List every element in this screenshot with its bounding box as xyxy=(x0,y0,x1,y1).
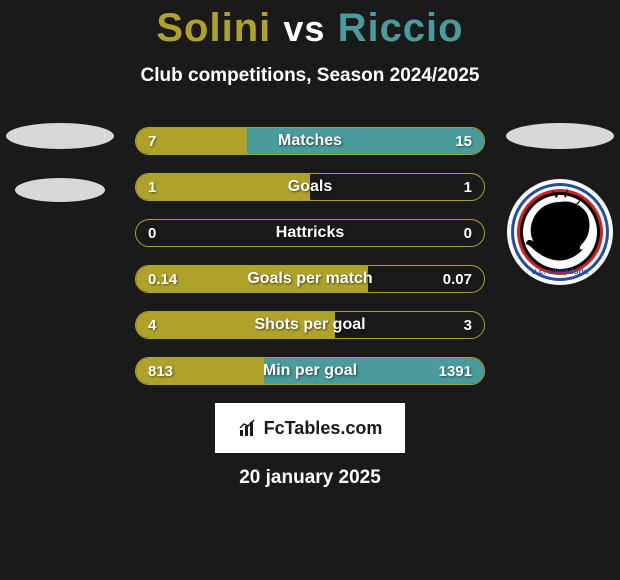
stat-row: 0.14 0.07 Goals per match xyxy=(135,265,485,293)
stat-fill-left xyxy=(136,174,310,200)
stats-chart: 7 15 Matches 1 1 Goals 0 0 Hattricks 0.14 0.07 Goal… xyxy=(135,127,485,385)
stat-value-right: 0 xyxy=(464,225,472,242)
date-text: 20 january 2025 xyxy=(0,467,620,489)
stat-label: Goals xyxy=(288,178,332,196)
stat-value-left: 0 xyxy=(148,225,156,242)
player1-club-placeholder xyxy=(15,178,105,202)
stat-label: Matches xyxy=(278,132,342,150)
stat-value-right: 3 xyxy=(464,317,472,334)
source-logo: FcTables.com xyxy=(215,403,405,453)
stat-row: 7 15 Matches xyxy=(135,127,485,155)
stat-value-left: 7 xyxy=(148,133,156,150)
stat-value-right: 0.07 xyxy=(443,271,472,288)
stat-value-right: 1 xyxy=(464,179,472,196)
stat-value-left: 4 xyxy=(148,317,156,334)
stat-label: Shots per goal xyxy=(254,316,365,334)
stat-row: 1 1 Goals xyxy=(135,173,485,201)
stat-label: Hattricks xyxy=(276,224,344,242)
player1-photo-placeholder xyxy=(6,123,114,149)
comparison-title: Solini vs Riccio xyxy=(0,0,620,51)
vs-text: vs xyxy=(283,8,325,49)
stat-value-right: 15 xyxy=(455,133,472,150)
stat-row: 813 1391 Min per goal xyxy=(135,357,485,385)
player1-name: Solini xyxy=(156,6,271,50)
stat-value-left: 1 xyxy=(148,179,156,196)
stat-value-left: 813 xyxy=(148,363,173,380)
stat-row: 4 3 Shots per goal xyxy=(135,311,485,339)
stat-value-right: 1391 xyxy=(439,363,472,380)
player2-name: Riccio xyxy=(338,6,464,50)
stat-row: 0 0 Hattricks xyxy=(135,219,485,247)
stat-value-left: 0.14 xyxy=(148,271,177,288)
svg-text:u.c. sampdoria: u.c. sampdoria xyxy=(532,267,589,276)
source-logo-text: FcTables.com xyxy=(264,418,383,439)
chart-icon xyxy=(238,418,258,438)
stat-label: Min per goal xyxy=(263,362,357,380)
club-badge: u.c. sampdoria xyxy=(506,178,614,286)
stat-label: Goals per match xyxy=(247,270,372,288)
player2-photo-placeholder xyxy=(506,123,614,149)
subtitle: Club competitions, Season 2024/2025 xyxy=(0,65,620,87)
